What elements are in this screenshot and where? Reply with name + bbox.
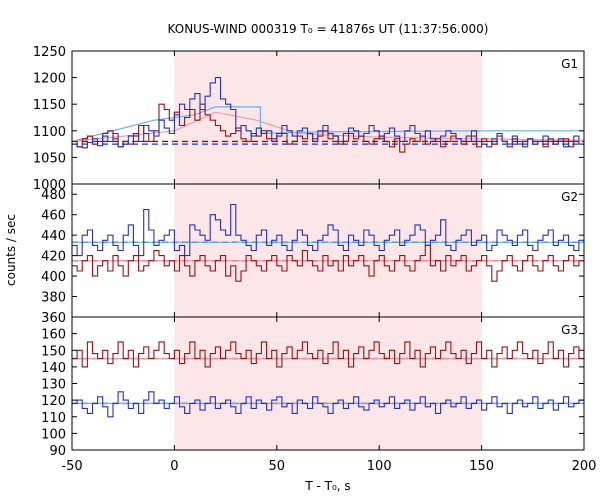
x-tick-label: 150 bbox=[469, 459, 494, 474]
fit-line-blue bbox=[71, 106, 584, 142]
y-tick-label: 480 bbox=[41, 188, 66, 203]
panel-g2: 360 380 400 420 440 460 480 G2 bbox=[41, 183, 585, 326]
y-tick-label: 440 bbox=[41, 229, 66, 244]
panel-label-g3: G3 bbox=[561, 323, 578, 337]
y-tick-label: 100 bbox=[41, 427, 66, 442]
y-tick-label: 1200 bbox=[33, 72, 66, 87]
y-tick-label: 160 bbox=[41, 328, 66, 343]
y-tick-label: 90 bbox=[49, 444, 66, 459]
y-tick-label: 1000 bbox=[33, 178, 66, 193]
series-blue-g2 bbox=[72, 203, 584, 257]
y-tick-label: 1250 bbox=[33, 45, 66, 60]
series-blue-g1 bbox=[72, 77, 584, 149]
y-tick-label: 1050 bbox=[33, 151, 66, 166]
y-tick-label: 1150 bbox=[33, 98, 66, 113]
y-tick-label: 120 bbox=[41, 394, 66, 409]
panel-g1: 1000 1050 1100 1150 1200 1250 G1 bbox=[33, 45, 585, 193]
burst-interval-shade bbox=[174, 51, 482, 450]
chart-title: KONUS-WIND 000319 T₀ = 41876s UT (11:37:… bbox=[168, 22, 489, 36]
y-tick-label: 150 bbox=[41, 344, 66, 359]
y-tick-label: 380 bbox=[41, 291, 66, 306]
y-tick-label: 110 bbox=[41, 411, 66, 426]
x-axis-label: T - T₀, s bbox=[304, 479, 350, 493]
x-tick-label: 200 bbox=[572, 459, 597, 474]
y-tick-label: 460 bbox=[41, 209, 66, 224]
y-axis-label: counts / sec bbox=[4, 214, 18, 286]
x-tick-label: -50 bbox=[61, 459, 82, 474]
series-red-g2 bbox=[72, 244, 584, 282]
y-tick-label: 420 bbox=[41, 250, 66, 265]
y-tick-label: 140 bbox=[41, 361, 66, 376]
fit-line-pink bbox=[71, 111, 585, 142]
panel-label-g1: G1 bbox=[561, 57, 578, 71]
y-tick-label: 130 bbox=[41, 378, 66, 393]
y-tick-label: 1100 bbox=[33, 125, 66, 140]
series-red-g3 bbox=[72, 341, 584, 368]
series-blue-g3 bbox=[72, 391, 584, 418]
x-tick-label: 0 bbox=[170, 459, 178, 474]
panel-label-g2: G2 bbox=[561, 190, 578, 204]
x-tick-label: 100 bbox=[367, 459, 392, 474]
plot-area: 100010501100115012001250G136038040042044… bbox=[33, 45, 597, 474]
x-tick-label: 50 bbox=[269, 459, 286, 474]
y-tick-label: 360 bbox=[41, 311, 66, 326]
y-tick-label: 400 bbox=[41, 270, 66, 285]
